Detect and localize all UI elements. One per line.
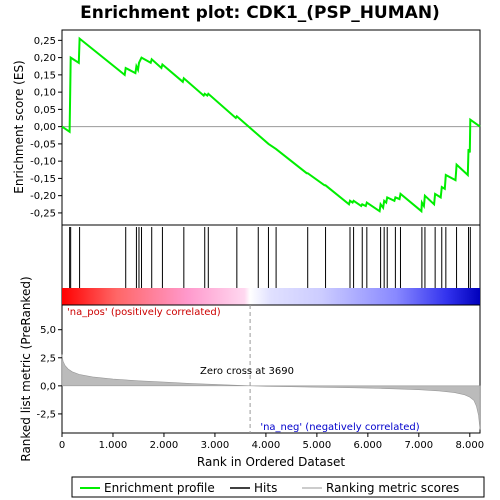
pos-correlated-label: 'na_pos' (positively correlated) [67,307,221,318]
es-tick-label: -0,10 [30,157,56,168]
rank-tick-label: -2,5 [36,409,56,420]
legend-label-hits: Hits [254,481,277,495]
legend-box [71,476,485,498]
es-tick-label: 0,05 [34,105,56,116]
es-axis-label: Enrichment score (ES) [12,60,26,193]
x-tick-label: 4.000 [252,440,281,451]
es-line [61,36,481,214]
ranking-metric-fill [61,354,481,430]
x-axis: 0 1.000 2.000 3.000 4.000 5.000 6.000 7.000 8.00… [59,433,484,451]
x-tick-label: 5.000 [303,440,332,451]
rank-axis-label: Ranked list metric (PreRanked) [19,276,33,461]
es-tick-label: -0,05 [30,139,56,150]
chart-title: Enrichment plot: CDK1_(PSP_HUMAN) [80,3,440,23]
legend-label-enrichment: Enrichment profile [104,481,215,495]
es-tick-label: -0,25 [30,208,56,219]
ranking-gradient-bar [62,288,480,305]
neg-correlated-label: 'na_neg' (negatively correlated) [260,422,419,433]
es-tick-label: 0,10 [34,88,56,99]
rank-tick-label: 2,5 [40,353,56,364]
x-axis-label: Rank in Ordered Dataset [197,455,345,469]
x-tick-label: 7.000 [405,440,434,451]
ranking-metric-area [61,354,481,430]
zero-cross-label: Zero cross at 3690 [200,366,294,377]
gradient-strip [62,288,480,305]
es-axis: 0,25 0,20 0,15 0,10 0,05 0,00 -0,05 -0,10 -0,15 -… [30,36,62,219]
hit-markers [69,227,471,288]
x-tick-label: 6.000 [354,440,383,451]
x-tick-label: 2.000 [150,440,179,451]
x-tick-label: 8.000 [455,440,484,451]
rank-tick-label: 5,0 [40,325,56,336]
legend: Enrichment profile Hits Ranking metric sco… [80,481,459,495]
legend-label-ranking: Ranking metric scores [326,481,459,495]
es-tick-label: 0,25 [34,36,56,47]
x-tick-label: 1.000 [99,440,128,451]
x-tick-label: 0 [59,440,65,451]
es-profile [61,36,481,214]
es-tick-label: 0,20 [34,53,56,64]
es-tick-label: -0,20 [30,191,56,202]
es-tick-label: 0,15 [34,70,56,81]
rank-axis: 5,0 2,5 0,0 -2,5 [36,325,62,420]
es-tick-label: 0,00 [34,122,56,133]
es-tick-label: -0,15 [30,174,56,185]
es-panel-frame [61,29,481,226]
rank-tick-label: 0,0 [40,381,56,392]
x-tick-label: 3.000 [201,440,230,451]
